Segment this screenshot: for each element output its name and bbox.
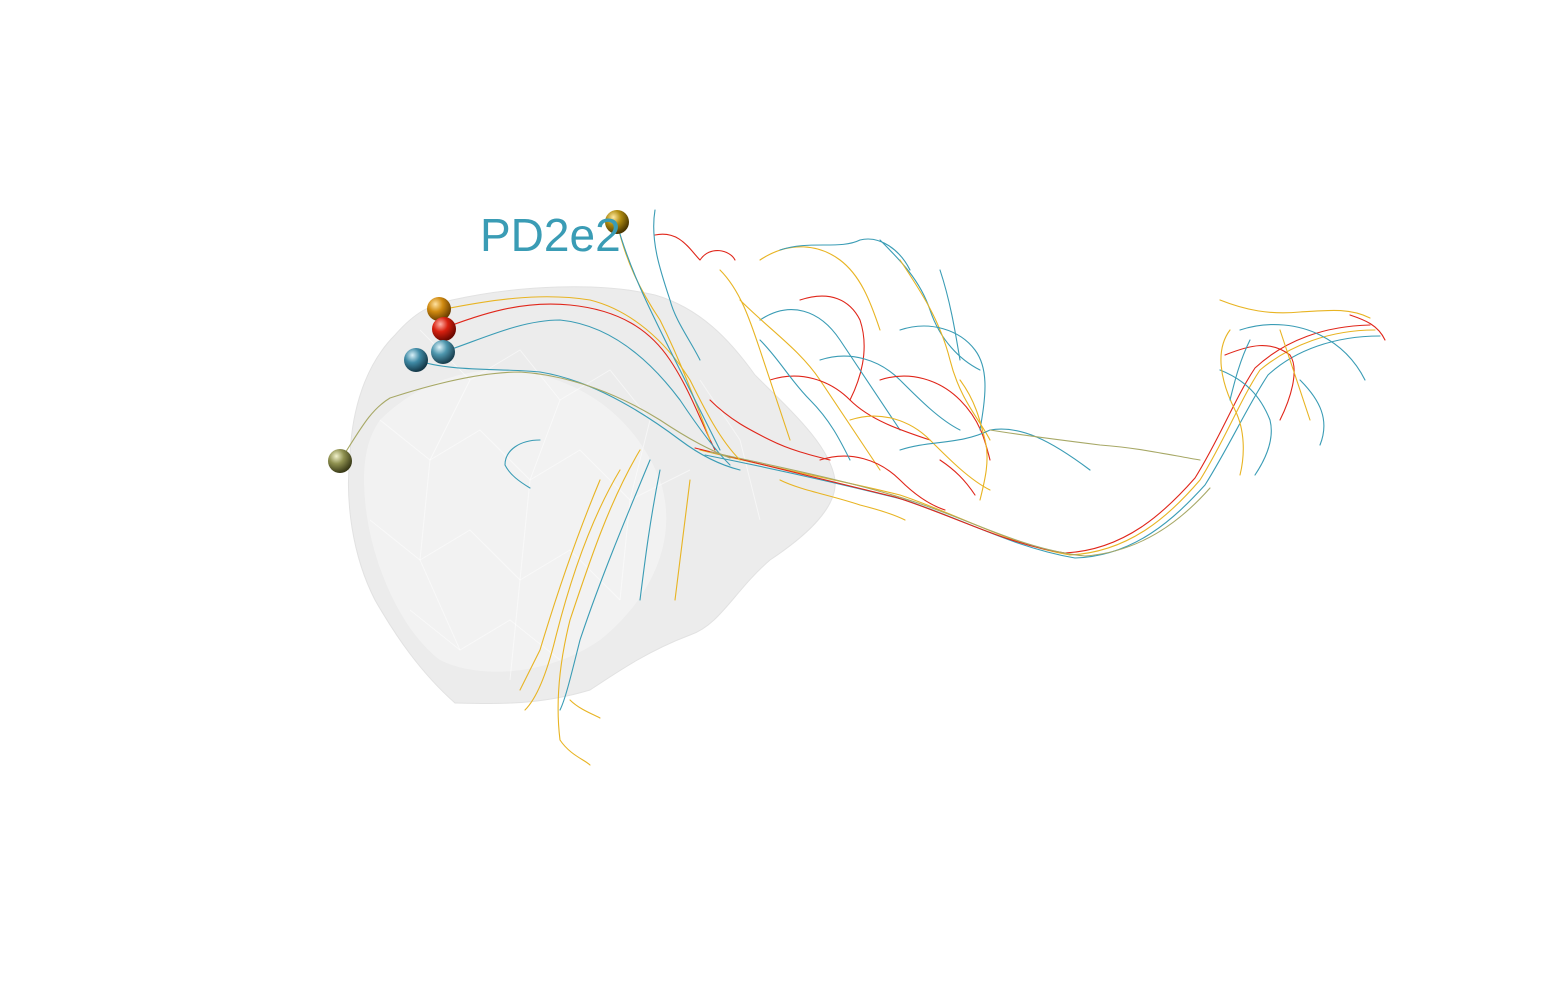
descending-branches <box>504 439 691 766</box>
dendritic-arbor-right <box>1219 299 1386 476</box>
neuropil-mesh-facets <box>369 329 761 681</box>
soma-gold <box>605 210 629 234</box>
primary-neurites <box>339 221 741 471</box>
neurites <box>339 209 1386 766</box>
somata <box>328 210 629 473</box>
soma-blue-right <box>431 340 455 364</box>
axon-tract <box>694 324 1381 559</box>
neuropil-mesh-shade <box>364 370 667 672</box>
dendritic-arbor-central <box>653 209 1201 521</box>
soma-orange <box>427 297 451 321</box>
neuropil-mesh <box>348 286 836 704</box>
soma-red <box>432 317 456 341</box>
cell-type-label: PD2e2 <box>480 209 621 261</box>
soma-olive <box>328 449 352 473</box>
soma-blue-left <box>404 348 428 372</box>
